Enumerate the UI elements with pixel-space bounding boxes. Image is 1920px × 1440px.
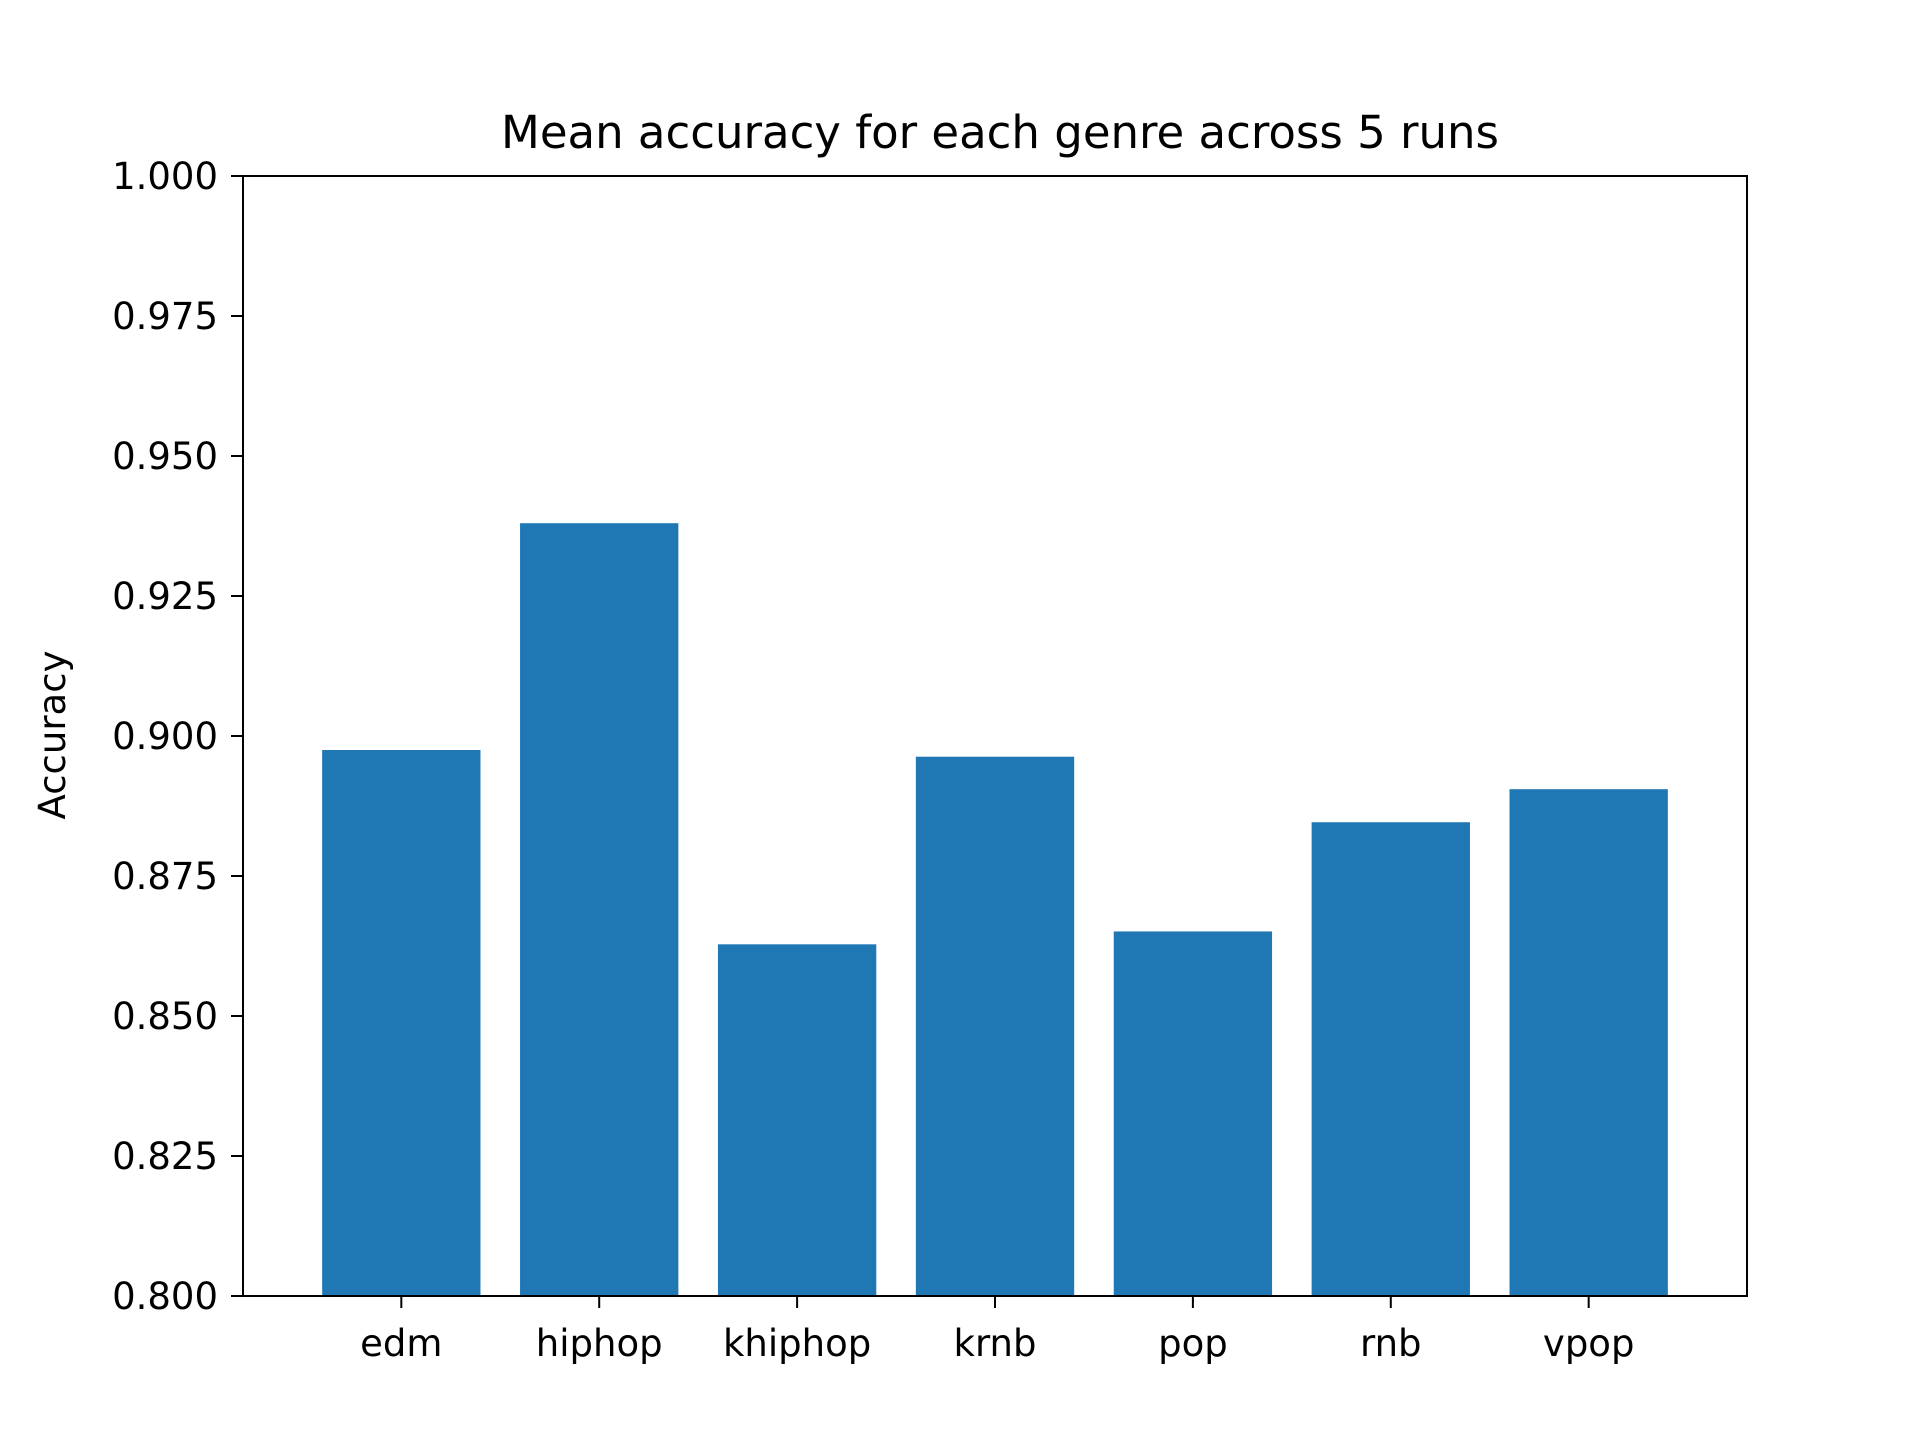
x-tick-label-rnb: rnb	[1360, 1322, 1422, 1365]
y-tick-label-0.950: 0.950	[112, 435, 218, 478]
chart-title: Mean accuracy for each genre across 5 ru…	[501, 106, 1499, 159]
x-tick-label-pop: pop	[1158, 1322, 1228, 1365]
plot-area: edm hiphop khiphop krnb pop rnb vpop 0.800 0.825…	[112, 155, 1748, 1365]
y-axis-title: Accuracy	[31, 651, 74, 820]
x-tick-label-khiphop: khiphop	[723, 1322, 871, 1365]
bar-rnb	[1311, 822, 1470, 1296]
x-tick-label-vpop: vpop	[1543, 1322, 1635, 1365]
bar-vpop	[1509, 789, 1668, 1296]
axes-frame	[242, 175, 1748, 1297]
y-tick-label-0.875: 0.875	[112, 855, 218, 898]
y-tick-label-1.000: 1.000	[112, 155, 218, 198]
y-tick-label-0.975: 0.975	[112, 295, 218, 338]
bar-edm	[322, 750, 481, 1296]
bar-hiphop	[520, 523, 679, 1296]
y-tick-label-0.900: 0.900	[112, 715, 218, 758]
bar-pop	[1113, 931, 1273, 1296]
y-tick-label-0.825: 0.825	[112, 1135, 218, 1178]
y-tick-label-0.800: 0.800	[112, 1275, 218, 1318]
y-tick-label-0.850: 0.850	[112, 995, 218, 1038]
x-tick-label-edm: edm	[360, 1322, 442, 1365]
bar-krnb	[915, 756, 1075, 1296]
y-tick-label-0.925: 0.925	[112, 575, 218, 618]
x-tick-label-hiphop: hiphop	[536, 1322, 663, 1365]
bar-khiphop	[717, 944, 877, 1296]
x-tick-label-krnb: krnb	[954, 1322, 1037, 1365]
